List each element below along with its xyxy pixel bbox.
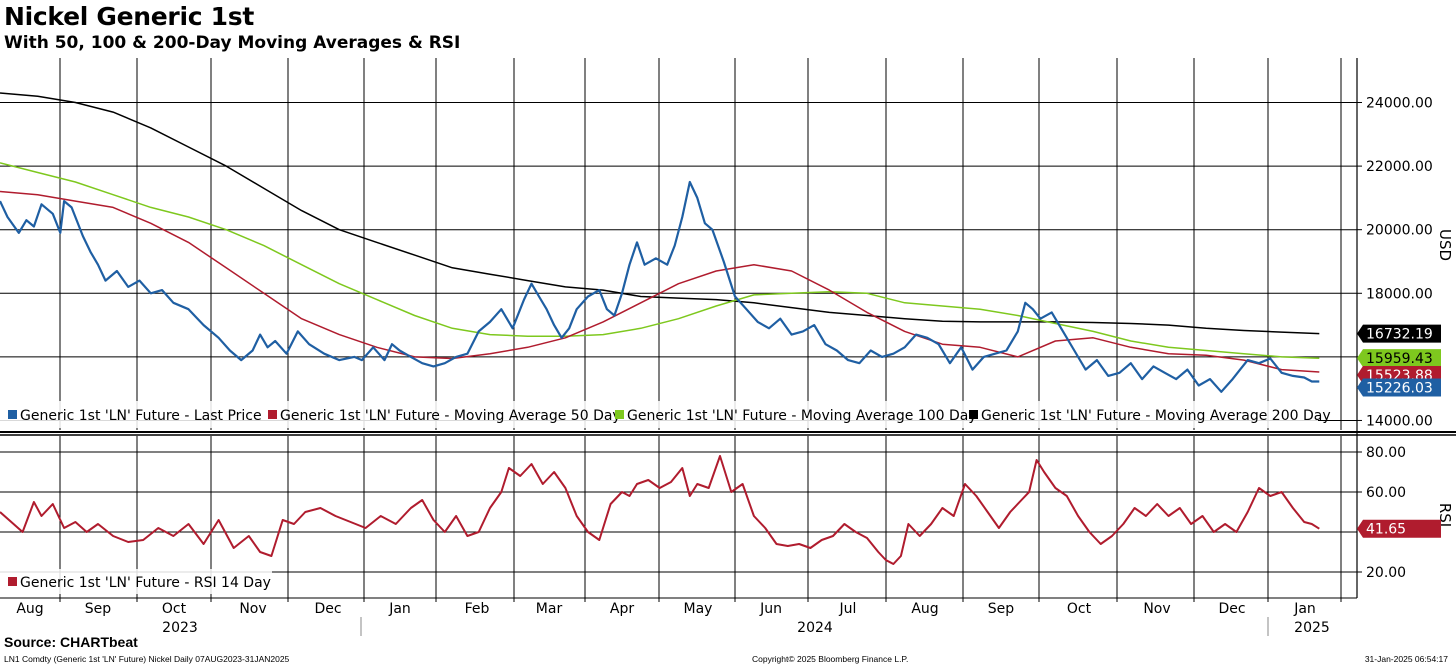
x-month-label: Jan	[1293, 601, 1316, 617]
x-month-label: Dec	[1218, 601, 1245, 617]
legend-swatch-ma50	[268, 410, 277, 419]
y-tick-label-rsi: 60.00	[1366, 485, 1406, 501]
x-year-label: 2023	[162, 620, 198, 636]
x-year-label: 2024	[797, 620, 833, 636]
series-line-rsi	[0, 455, 1320, 565]
legend-swatch-last_price	[8, 410, 17, 419]
value-tag-rsi	[1357, 519, 1441, 538]
x-year-label: 2025	[1294, 620, 1330, 636]
series-line-last_price	[0, 180, 1320, 393]
series-line-ma50	[0, 190, 1320, 373]
page-subtitle: With 50, 100 & 200-Day Moving Averages &…	[4, 33, 461, 53]
price-grid	[0, 58, 1357, 430]
x-month-label: Mar	[536, 601, 563, 617]
y-tick-label-rsi: 80.00	[1366, 445, 1406, 461]
x-month-label: Apr	[610, 601, 634, 617]
x-month-label: Oct	[1067, 601, 1092, 617]
legend-label-rsi: Generic 1st 'LN' Future - RSI 14 Day	[20, 575, 271, 591]
x-month-label: Sep	[988, 601, 1015, 617]
legend-label-ma100: Generic 1st 'LN' Future - Moving Average…	[627, 408, 977, 424]
x-month-label: Dec	[314, 601, 341, 617]
value-tag-ma100	[1357, 349, 1441, 368]
legend: Generic 1st 'LN' Future - Last Price Gene…	[0, 401, 1331, 594]
ticker-info: LN1 Comdty (Generic 1st 'LN' Future) Nic…	[4, 654, 290, 664]
axes: 14000.0016000.0018000.0020000.0022000.00…	[0, 58, 1456, 636]
x-month-label: Oct	[162, 601, 187, 617]
y-tick-label-price: 24000.00	[1366, 96, 1433, 112]
series-line-ma100	[0, 162, 1320, 359]
page-title: Nickel Generic 1st	[4, 2, 254, 31]
value-tag-text-ma100: 15959.43	[1366, 351, 1433, 367]
x-month-label: Aug	[911, 601, 938, 617]
legend-swatch-ma200	[969, 410, 978, 419]
x-month-label: Aug	[16, 601, 43, 617]
rsi-lines	[0, 455, 1320, 565]
legend-swatch-rsi	[8, 577, 17, 586]
value-tag-text-last-price: 15226.03	[1366, 380, 1433, 396]
copyright: Copyright© 2025 Bloomberg Finance L.P.	[752, 654, 909, 664]
legend-bg-price	[0, 401, 1318, 428]
value-tag-text-ma200: 16732.19	[1366, 327, 1433, 343]
source-note: Source: CHARTbeat	[4, 634, 138, 650]
x-month-label: Feb	[465, 601, 490, 617]
x-month-label: Jan	[388, 601, 411, 617]
legend-bg-rsi	[0, 569, 272, 594]
x-month-label: Sep	[85, 601, 112, 617]
value-tag-text-rsi: 41.65	[1366, 522, 1406, 538]
y-axis-title-price: USD	[1436, 229, 1454, 261]
x-month-label: Jun	[759, 601, 782, 617]
value-tag-last-price	[1357, 378, 1441, 397]
x-month-label: Nov	[1143, 601, 1170, 617]
legend-label-ma50: Generic 1st 'LN' Future - Moving Average…	[280, 408, 621, 424]
legend-label-last_price: Generic 1st 'LN' Future - Last Price	[20, 408, 262, 424]
y-tick-label-price: 20000.00	[1366, 223, 1433, 239]
x-month-label: Nov	[239, 601, 266, 617]
timestamp: 31-Jan-2025 06:54:17	[1364, 654, 1448, 664]
x-month-label: May	[684, 601, 713, 617]
legend-label-ma200: Generic 1st 'LN' Future - Moving Average…	[981, 408, 1331, 424]
y-tick-label-price: 14000.00	[1366, 413, 1433, 429]
series-line-ma200	[0, 92, 1320, 335]
price-lines	[0, 92, 1320, 393]
y-tick-label-rsi: 20.00	[1366, 565, 1406, 581]
y-tick-label-price: 22000.00	[1366, 159, 1433, 175]
value-tag-ma200	[1357, 324, 1441, 343]
legend-swatch-ma100	[615, 410, 624, 419]
y-tick-label-price: 18000.00	[1366, 286, 1433, 302]
x-month-label: Jul	[839, 601, 857, 617]
